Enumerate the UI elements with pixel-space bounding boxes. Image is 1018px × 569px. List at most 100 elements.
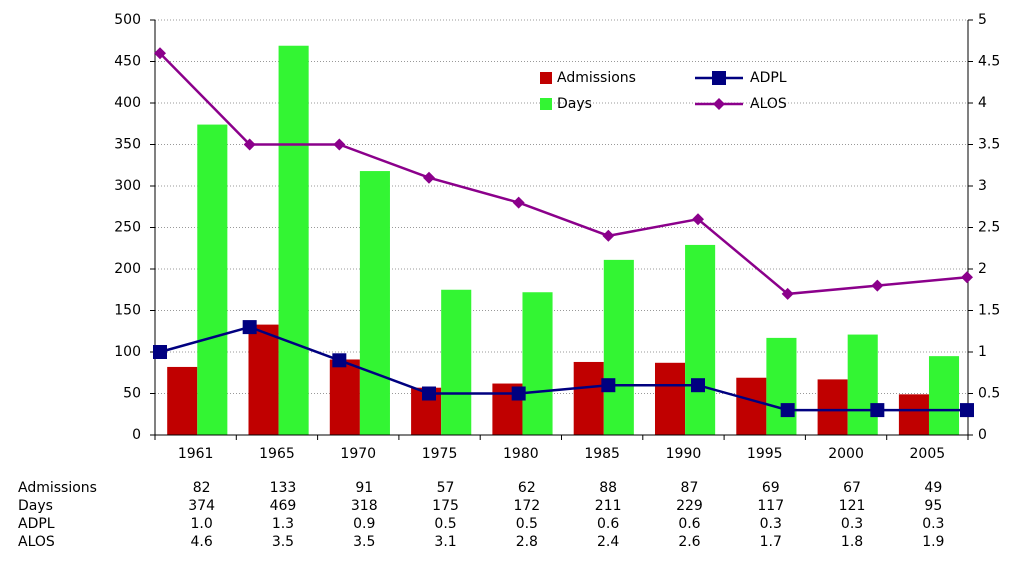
bar [736, 377, 767, 435]
table-value: 1.7 [760, 534, 782, 550]
table-row-label: Admissions [18, 480, 97, 496]
table-value: 2.6 [678, 534, 700, 550]
y2-tick-label: 2 [978, 261, 987, 277]
table-value: 49 [924, 480, 942, 496]
y-tick-label: 300 [114, 178, 141, 194]
bar [167, 366, 198, 435]
table-row-label: ALOS [18, 534, 55, 550]
marker [870, 403, 885, 418]
table-value: 95 [924, 498, 942, 514]
y-tick-label: 250 [114, 220, 141, 236]
marker [423, 171, 435, 184]
table-value: 1.3 [272, 516, 294, 532]
y-tick-label: 400 [114, 95, 141, 111]
y-tick-label: 150 [114, 303, 141, 319]
bar [817, 379, 848, 435]
y-tick-label: 450 [114, 54, 141, 70]
table-row-label: Days [18, 498, 53, 514]
y-tick-label: 100 [114, 344, 141, 360]
table-value: 2.8 [516, 534, 538, 550]
table-value: 469 [270, 498, 297, 514]
table-value: 1.9 [922, 534, 944, 550]
x-tick-label: 2005 [910, 446, 946, 462]
marker [333, 138, 346, 151]
marker [780, 403, 795, 418]
bar [329, 359, 360, 435]
legend-label: Days [557, 96, 592, 112]
table-value: 0.9 [353, 516, 375, 532]
marker [422, 386, 436, 401]
line [159, 325, 967, 412]
y2-tick-label: 5 [978, 12, 987, 28]
table-value: 91 [355, 480, 373, 496]
marker [602, 229, 615, 242]
table-value: 0.6 [678, 516, 700, 532]
bar [359, 171, 390, 435]
bar [197, 124, 228, 435]
marker [960, 403, 974, 418]
table-value: 0.5 [434, 516, 456, 532]
legend-marker [712, 71, 726, 85]
legend-marker [713, 98, 725, 110]
table-value: 374 [188, 498, 215, 514]
table-value: 57 [437, 480, 455, 496]
table-value: 0.3 [760, 516, 782, 532]
table-value: 3.5 [272, 534, 294, 550]
table-value: 318 [351, 498, 378, 514]
x-tick-label: 2000 [828, 446, 864, 462]
table-value: 3.1 [434, 534, 456, 550]
table-value: 88 [599, 480, 617, 496]
table-value: 67 [843, 480, 861, 496]
x-tick-label: 1961 [178, 446, 214, 462]
table-value: 4.6 [191, 534, 213, 550]
y2-tick-label: 4.5 [978, 54, 1000, 70]
marker [153, 345, 167, 359]
bar [766, 337, 797, 435]
legend-label: ADPL [750, 70, 787, 86]
marker [692, 213, 704, 226]
legend-label: ALOS [750, 96, 787, 112]
table-value: 0.3 [841, 516, 863, 532]
x-tick-label: 1980 [503, 446, 539, 462]
bar [573, 361, 604, 435]
table-value: 82 [193, 480, 211, 496]
bar [441, 289, 472, 435]
legend-swatch [540, 98, 552, 110]
y-tick-label: 350 [114, 137, 141, 153]
line [159, 52, 968, 296]
marker [691, 378, 705, 393]
table-value: 1.0 [191, 516, 213, 532]
marker [871, 279, 884, 292]
table-value: 0.5 [516, 516, 538, 532]
marker [242, 320, 257, 335]
table-value: 62 [518, 480, 536, 496]
y2-tick-label: 0 [978, 427, 987, 443]
bar [654, 362, 686, 435]
y2-tick-label: 1 [978, 344, 987, 360]
table-value: 211 [595, 498, 622, 514]
y2-tick-label: 3.5 [978, 137, 1000, 153]
bar [847, 334, 878, 435]
x-tick-label: 1975 [422, 446, 458, 462]
marker [243, 138, 256, 151]
y-tick-label: 500 [114, 12, 141, 28]
table-value: 121 [839, 498, 866, 514]
table-value: 3.5 [353, 534, 375, 550]
table-value: 117 [757, 498, 784, 514]
x-tick-label: 1965 [259, 446, 295, 462]
table-value: 229 [676, 498, 703, 514]
table-value: 87 [681, 480, 699, 496]
y2-tick-label: 1.5 [978, 303, 1000, 319]
table-value: 175 [432, 498, 459, 514]
bar [898, 394, 929, 435]
table-value: 172 [513, 498, 540, 514]
bar [603, 259, 634, 435]
table-value: 0.3 [922, 516, 944, 532]
marker [781, 287, 794, 300]
bar [685, 244, 716, 435]
x-tick-label: 1995 [747, 446, 783, 462]
bar [928, 356, 960, 435]
y-tick-label: 50 [123, 386, 141, 402]
y2-tick-label: 3 [978, 178, 987, 194]
